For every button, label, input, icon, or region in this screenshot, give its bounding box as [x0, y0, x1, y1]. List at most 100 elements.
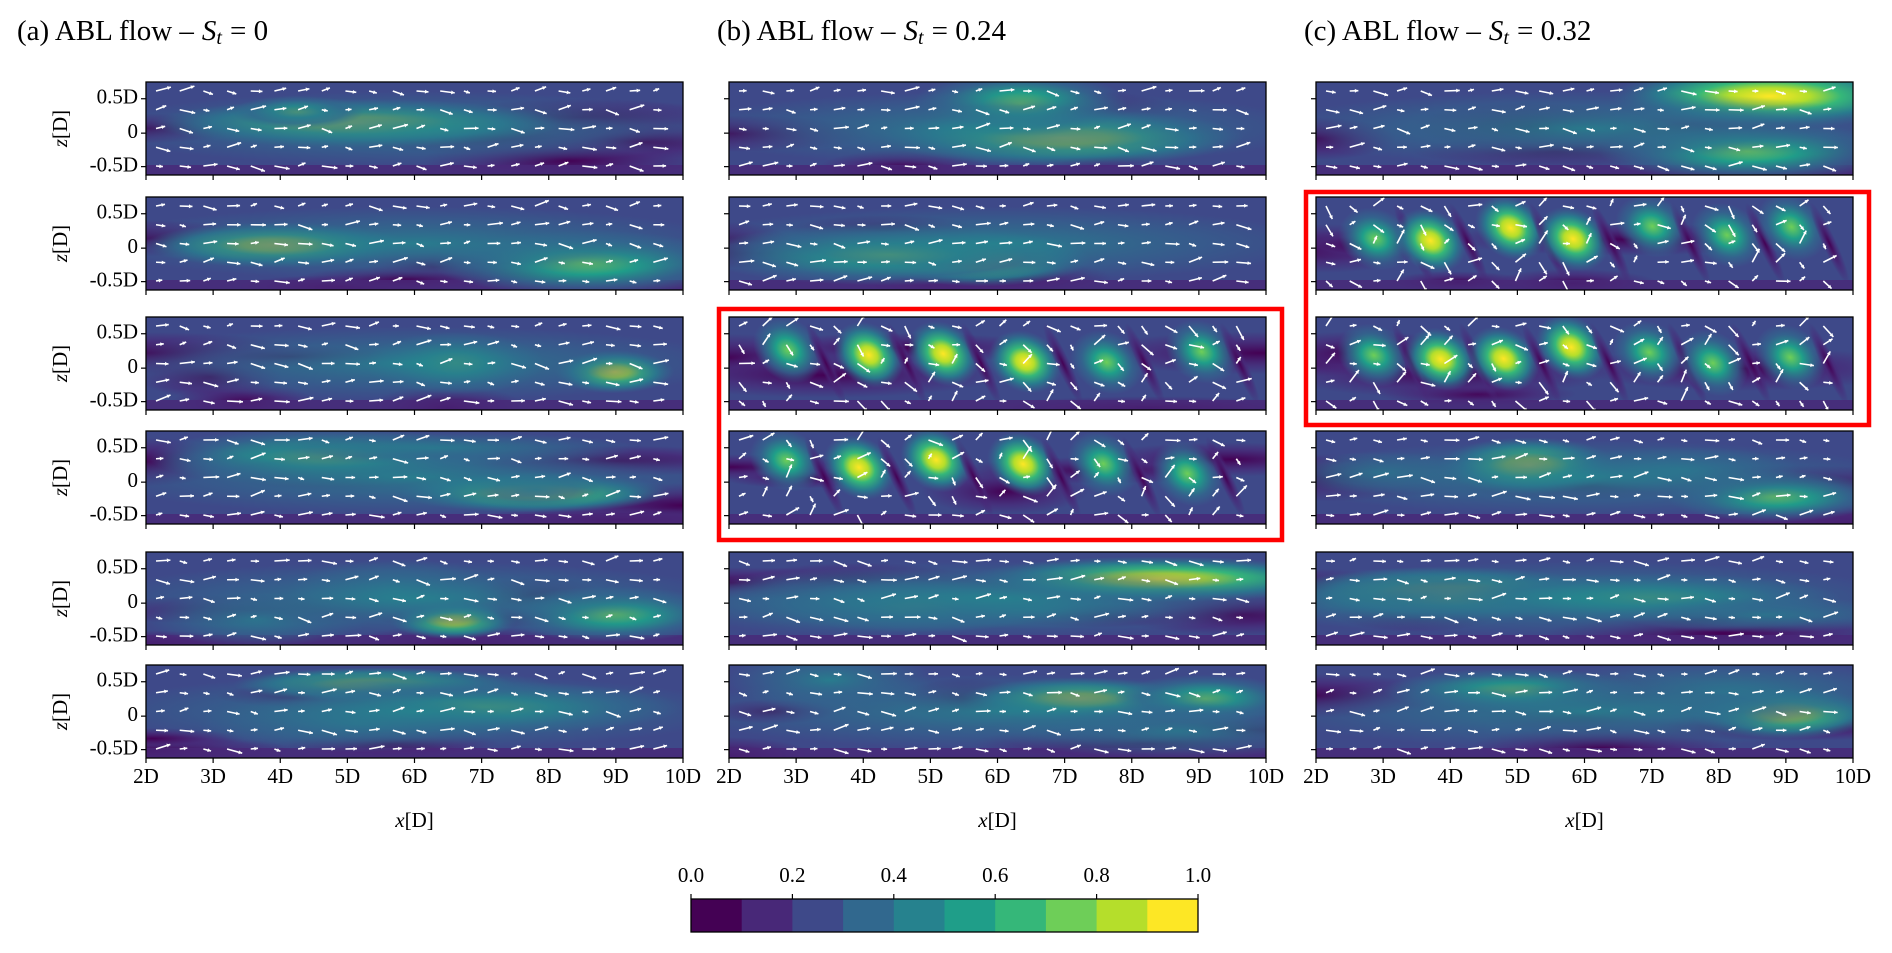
- arrow-head: [1032, 577, 1036, 582]
- arrow-head: [1355, 578, 1360, 583]
- arrow-head: [253, 597, 257, 602]
- arrow-head: [1189, 507, 1193, 512]
- arrow-head: [521, 398, 525, 403]
- arrow-head: [325, 439, 330, 444]
- arrow-head: [1454, 619, 1459, 624]
- arrow-head: [1095, 125, 1100, 130]
- arrow-head: [1200, 88, 1205, 93]
- arrow-head: [328, 129, 333, 134]
- arrow-head: [1715, 90, 1719, 95]
- arrow-head: [954, 692, 959, 696]
- arrow-head: [1498, 377, 1503, 382]
- arrow-head: [1378, 439, 1382, 444]
- arrow-head: [353, 746, 357, 751]
- arrow-head: [1103, 323, 1108, 328]
- arrow-head: [166, 581, 171, 585]
- arrow-head: [815, 596, 820, 601]
- arrow-head: [1615, 436, 1620, 441]
- arrow-head: [421, 746, 425, 751]
- arrow-head: [206, 325, 211, 329]
- arrow-head: [1379, 458, 1384, 463]
- arrow-head: [910, 727, 915, 731]
- arrow-head: [1639, 166, 1644, 170]
- arrow-head: [980, 320, 985, 324]
- arrow-head: [1070, 508, 1074, 513]
- arrow-head: [305, 87, 310, 92]
- arrow-head: [1215, 488, 1219, 493]
- arrow-head: [1380, 197, 1385, 202]
- arrow-head: [1639, 280, 1644, 285]
- arrow-head: [1800, 226, 1804, 230]
- arrow-head: [185, 397, 190, 402]
- arrow-head: [768, 317, 773, 321]
- arrow-head: [323, 203, 328, 208]
- arrow-head: [1380, 229, 1385, 233]
- arrow-head: [1124, 223, 1129, 228]
- arrow-head: [1122, 560, 1127, 565]
- arrow-head: [1758, 441, 1763, 445]
- arrow-head: [208, 492, 213, 497]
- x-tick-label: 8D: [1706, 764, 1732, 788]
- arrow-head: [1543, 216, 1548, 221]
- arrow-head: [1716, 711, 1721, 716]
- arrow-head: [1028, 447, 1032, 452]
- arrow-head: [1239, 615, 1243, 620]
- arrow-head: [1219, 127, 1224, 132]
- arrow-head: [276, 748, 281, 752]
- arrow-head: [1566, 399, 1571, 404]
- arrow-head: [953, 354, 958, 359]
- arrow-head: [796, 668, 800, 673]
- arrow-head: [769, 222, 774, 227]
- arrow-head: [815, 86, 820, 91]
- arrow-head: [742, 692, 747, 697]
- arrow-head: [789, 351, 794, 356]
- contour-field: [729, 82, 1266, 175]
- arrow-head: [1636, 493, 1641, 498]
- arrow-head: [1241, 728, 1246, 733]
- x-axis-var: x: [977, 808, 988, 832]
- arrow-head: [1195, 635, 1200, 640]
- arrow-head: [540, 634, 545, 639]
- arrow-head: [1236, 460, 1241, 465]
- z-tick-label: -0.5D: [90, 501, 138, 525]
- arrow-head: [1215, 393, 1220, 397]
- arrow-head: [616, 489, 621, 494]
- arrow-head: [1588, 233, 1592, 238]
- arrow-head: [1193, 670, 1198, 675]
- arrow-head: [1660, 280, 1665, 285]
- arrow-head: [813, 242, 818, 246]
- arrow-head: [1517, 380, 1522, 385]
- colorbar-bin: [1147, 899, 1199, 932]
- arrow-head: [450, 727, 455, 731]
- arrow-head: [1523, 689, 1528, 694]
- arrow-head: [1502, 693, 1507, 698]
- arrow-head: [1148, 710, 1153, 715]
- arrow-head: [813, 746, 818, 751]
- arrow-head: [1478, 202, 1483, 207]
- arrow-head: [542, 110, 547, 115]
- arrow-head: [443, 455, 448, 459]
- arrow-head: [379, 398, 384, 403]
- arrow-head: [1808, 618, 1813, 623]
- arrow-head: [283, 708, 288, 713]
- arrow-head: [1615, 578, 1620, 583]
- arrow-head: [1757, 342, 1761, 347]
- arrow-head: [1192, 145, 1197, 150]
- arrow-head: [541, 474, 546, 479]
- arrow-head: [1666, 225, 1671, 230]
- arrow-head: [491, 126, 496, 131]
- arrow-head: [564, 456, 569, 461]
- arrow-head: [351, 710, 356, 715]
- arrow-head: [1781, 580, 1786, 584]
- arrow-head: [843, 632, 848, 636]
- arrow-head: [1377, 164, 1382, 169]
- arrow-head: [1222, 597, 1227, 602]
- arrow-head: [1498, 632, 1503, 636]
- arrow-head: [1026, 321, 1031, 325]
- arrow-head: [1406, 751, 1411, 755]
- arrow-head: [1055, 124, 1060, 128]
- arrow-head: [592, 124, 597, 129]
- arrow-head: [637, 438, 641, 443]
- arrow-head: [638, 365, 643, 370]
- arrow-head: [1049, 223, 1054, 228]
